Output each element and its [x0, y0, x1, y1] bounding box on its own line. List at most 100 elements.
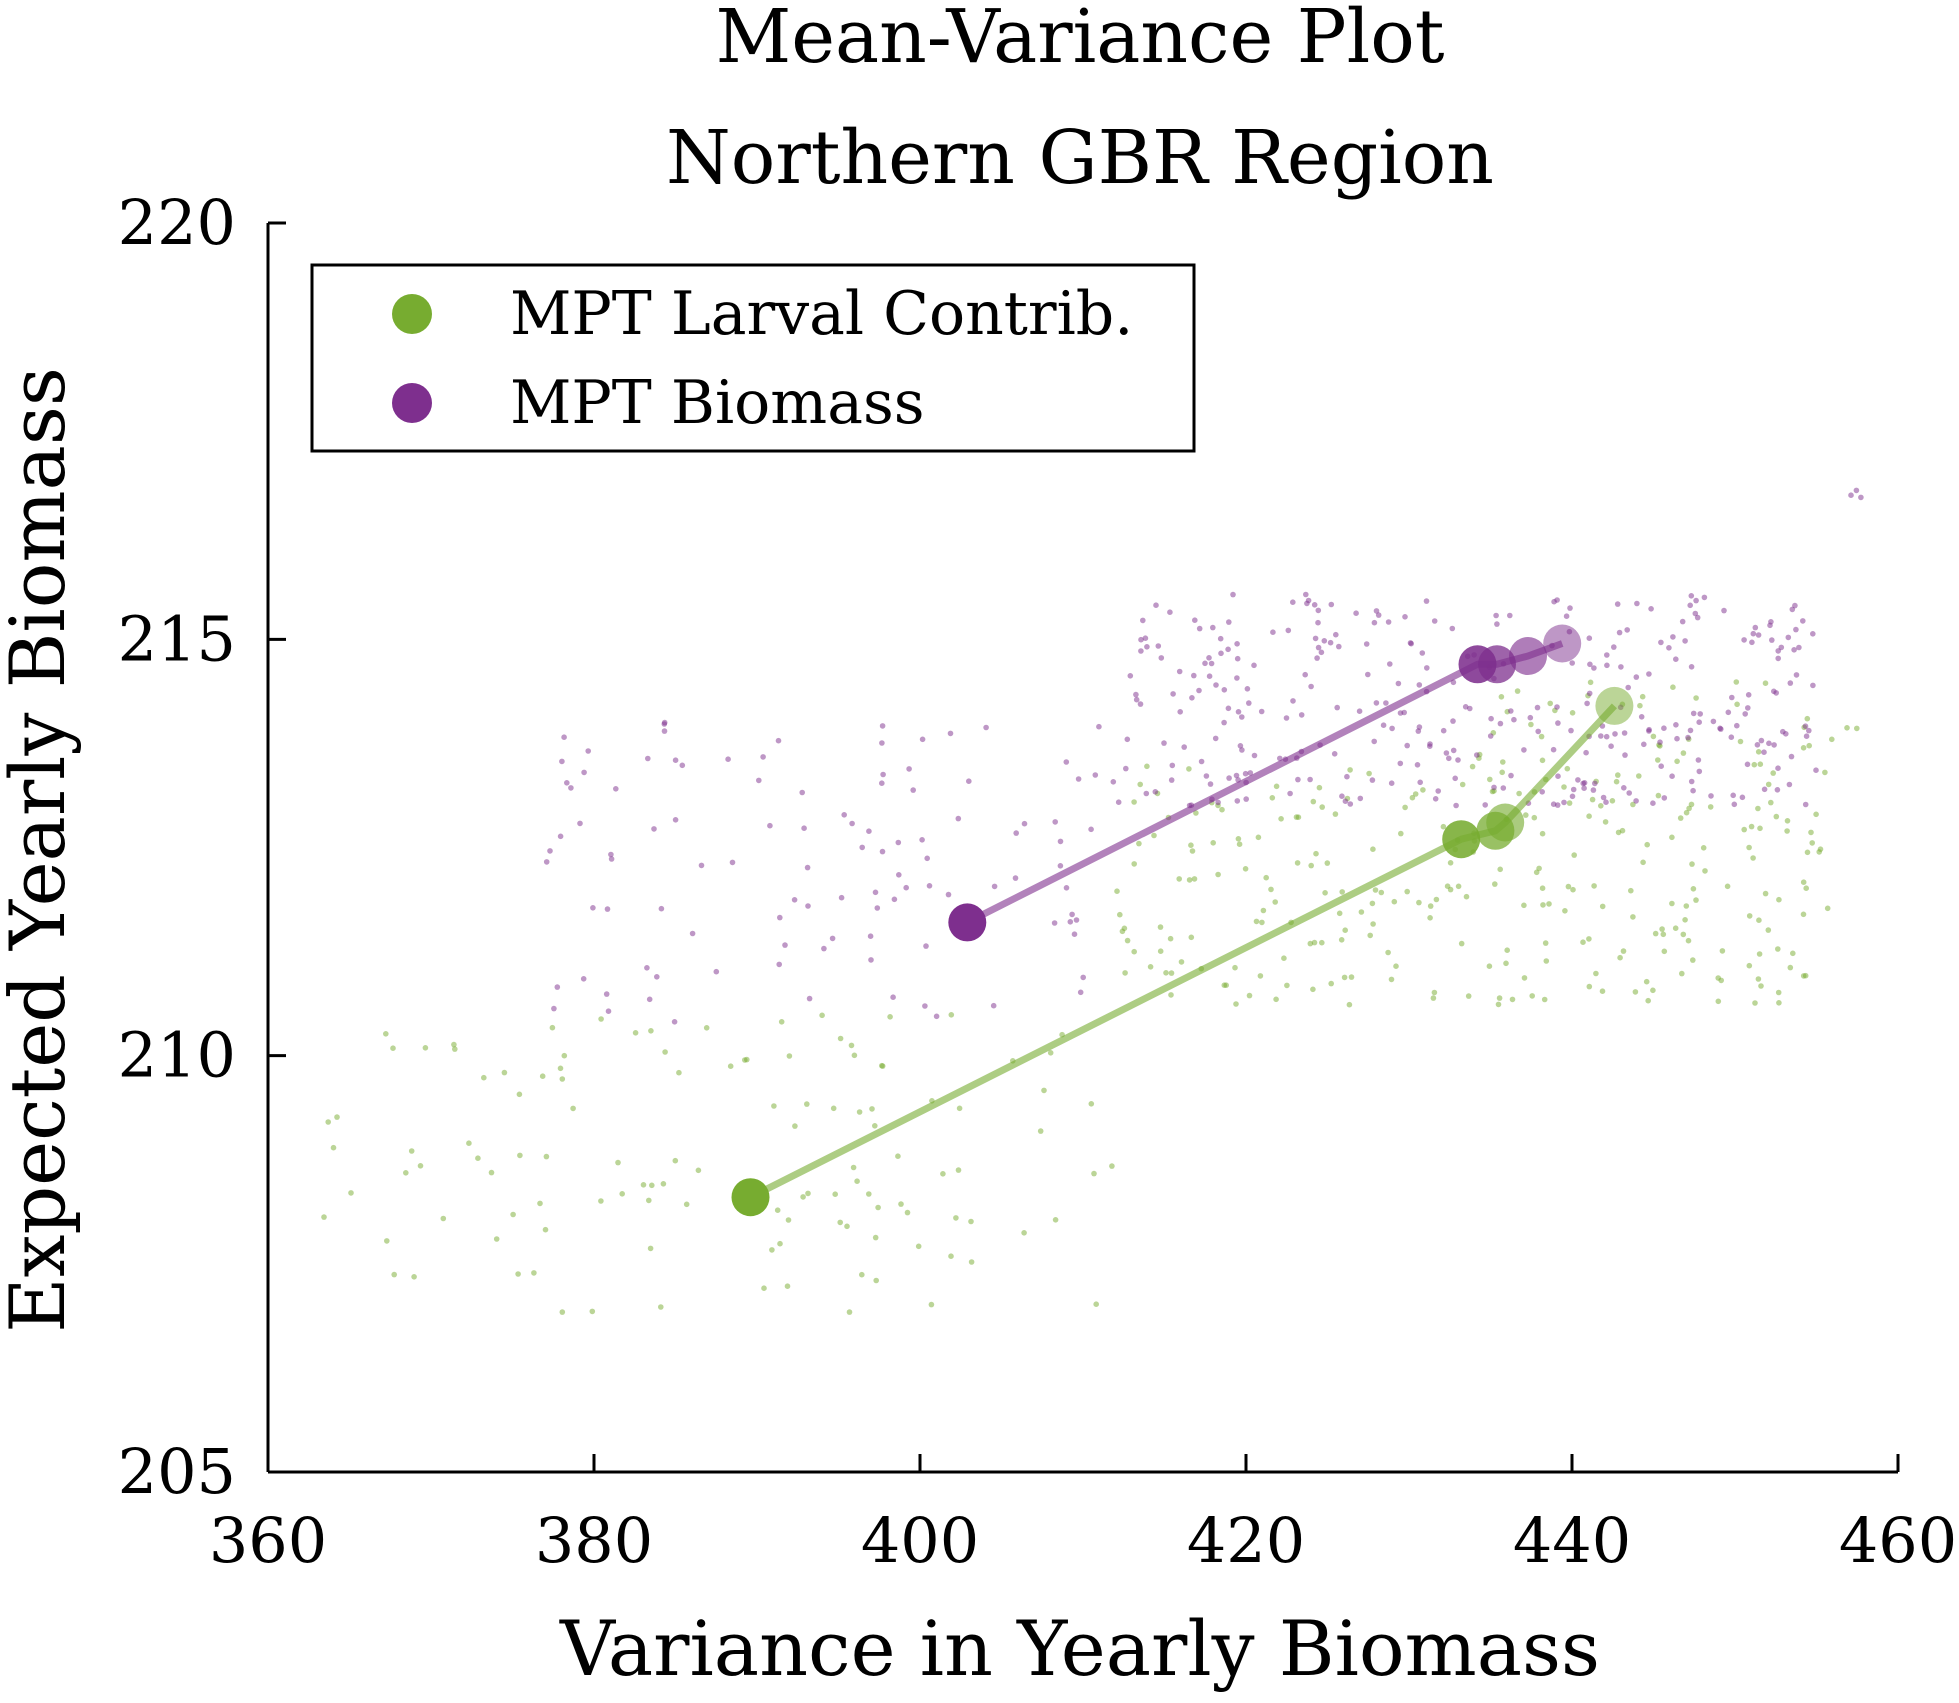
- sample-point: [1206, 673, 1213, 679]
- sample-point: [547, 848, 553, 854]
- sample-point: [1131, 948, 1137, 955]
- sample-point: [1685, 937, 1692, 944]
- sample-point: [1800, 745, 1807, 751]
- sample-point: [1348, 974, 1355, 980]
- sample-point: [1643, 978, 1650, 985]
- sample-point: [1786, 781, 1793, 788]
- sample-point: [1012, 875, 1019, 881]
- sample-point: [1347, 801, 1354, 807]
- sample-point: [1196, 625, 1203, 632]
- sample-point: [1415, 728, 1422, 734]
- sample-point: [1600, 794, 1607, 801]
- sample-point: [1051, 920, 1058, 926]
- sample-point: [1776, 1000, 1782, 1006]
- sample-point: [1235, 709, 1242, 715]
- sample-point: [1158, 655, 1165, 661]
- sample-point: [1272, 899, 1278, 905]
- sample-point: [1465, 993, 1472, 999]
- sample-point: [1191, 876, 1198, 882]
- sample-point: [850, 1164, 857, 1171]
- sample-point: [1449, 625, 1456, 632]
- sample-point: [1328, 980, 1334, 987]
- sample-point: [922, 1003, 928, 1009]
- sample-point: [1144, 644, 1150, 650]
- sample-point: [1212, 735, 1219, 742]
- sample-point: [1155, 643, 1162, 649]
- sample-point: [804, 864, 811, 871]
- sample-point: [1500, 759, 1506, 765]
- sample-point: [1527, 714, 1534, 721]
- sample-point: [867, 933, 874, 939]
- sample-point: [1255, 834, 1262, 841]
- sample-point: [325, 1119, 332, 1125]
- sample-point: [1332, 811, 1339, 817]
- sample-point: [1356, 708, 1363, 714]
- sample-point: [1638, 714, 1645, 720]
- frontier-point: [1458, 645, 1497, 684]
- sample-point: [1780, 728, 1786, 735]
- sample-point: [1124, 937, 1131, 944]
- sample-point: [672, 757, 679, 763]
- sample-point: [1110, 779, 1117, 785]
- sample-point: [1630, 914, 1636, 920]
- sample-point: [729, 859, 736, 866]
- sample-point: [1347, 767, 1353, 773]
- frontier-point: [1509, 637, 1547, 675]
- sample-point: [598, 1198, 604, 1204]
- sample-point: [1708, 793, 1714, 799]
- sample-point: [761, 1285, 767, 1291]
- sample-point: [1294, 860, 1301, 866]
- sample-point: [1734, 701, 1740, 708]
- sample-point: [1637, 702, 1643, 709]
- sample-point: [1762, 680, 1769, 686]
- sample-point: [948, 1012, 955, 1018]
- sample-point: [1167, 609, 1173, 615]
- sample-point: [1521, 902, 1527, 909]
- sample-point: [1371, 619, 1378, 626]
- sample-point: [926, 883, 933, 889]
- sample-point: [1391, 898, 1398, 905]
- sample-point: [1565, 883, 1572, 890]
- sample-point: [1696, 719, 1702, 725]
- sample-point: [1586, 983, 1593, 990]
- sample-point: [1854, 725, 1860, 732]
- sample-point: [1491, 784, 1497, 791]
- sample-point: [1398, 830, 1404, 837]
- sample-point: [1492, 881, 1498, 887]
- sample-point: [1177, 709, 1183, 715]
- y-axis-label: Expected Yearly Biomass: [0, 367, 82, 1333]
- frontier-point: [948, 903, 987, 942]
- sample-point: [1680, 931, 1687, 938]
- sample-point: [1440, 727, 1447, 734]
- sample-point: [1848, 492, 1854, 499]
- sample-point: [1767, 622, 1773, 629]
- sample-point: [1393, 963, 1399, 969]
- sample-point: [1806, 727, 1812, 734]
- sample-point: [898, 1201, 904, 1207]
- sample-point: [1310, 798, 1317, 805]
- sample-point: [1789, 606, 1796, 613]
- sample-point: [1467, 705, 1473, 712]
- sample-point: [1788, 753, 1795, 760]
- sample-point: [1688, 593, 1695, 599]
- sample-point: [466, 1140, 472, 1146]
- sample-point: [559, 1076, 566, 1082]
- sample-point: [1690, 787, 1696, 794]
- sample-point: [646, 1197, 652, 1204]
- sample-point: [1169, 762, 1176, 769]
- sample-point: [651, 826, 657, 832]
- sample-point: [777, 914, 783, 921]
- sample-point: [644, 965, 650, 971]
- sample-point: [1284, 982, 1290, 989]
- sample-point: [1319, 804, 1325, 810]
- sample-point: [1498, 694, 1505, 700]
- sample-point: [947, 730, 954, 737]
- sample-point: [481, 1074, 487, 1081]
- sample-point: [1144, 763, 1150, 770]
- sample-point: [1683, 809, 1690, 816]
- sample-point: [1409, 794, 1416, 801]
- sample-point: [1853, 487, 1860, 494]
- sample-point: [948, 1253, 954, 1259]
- sample-point: [1611, 644, 1617, 650]
- sample-point: [792, 1123, 798, 1129]
